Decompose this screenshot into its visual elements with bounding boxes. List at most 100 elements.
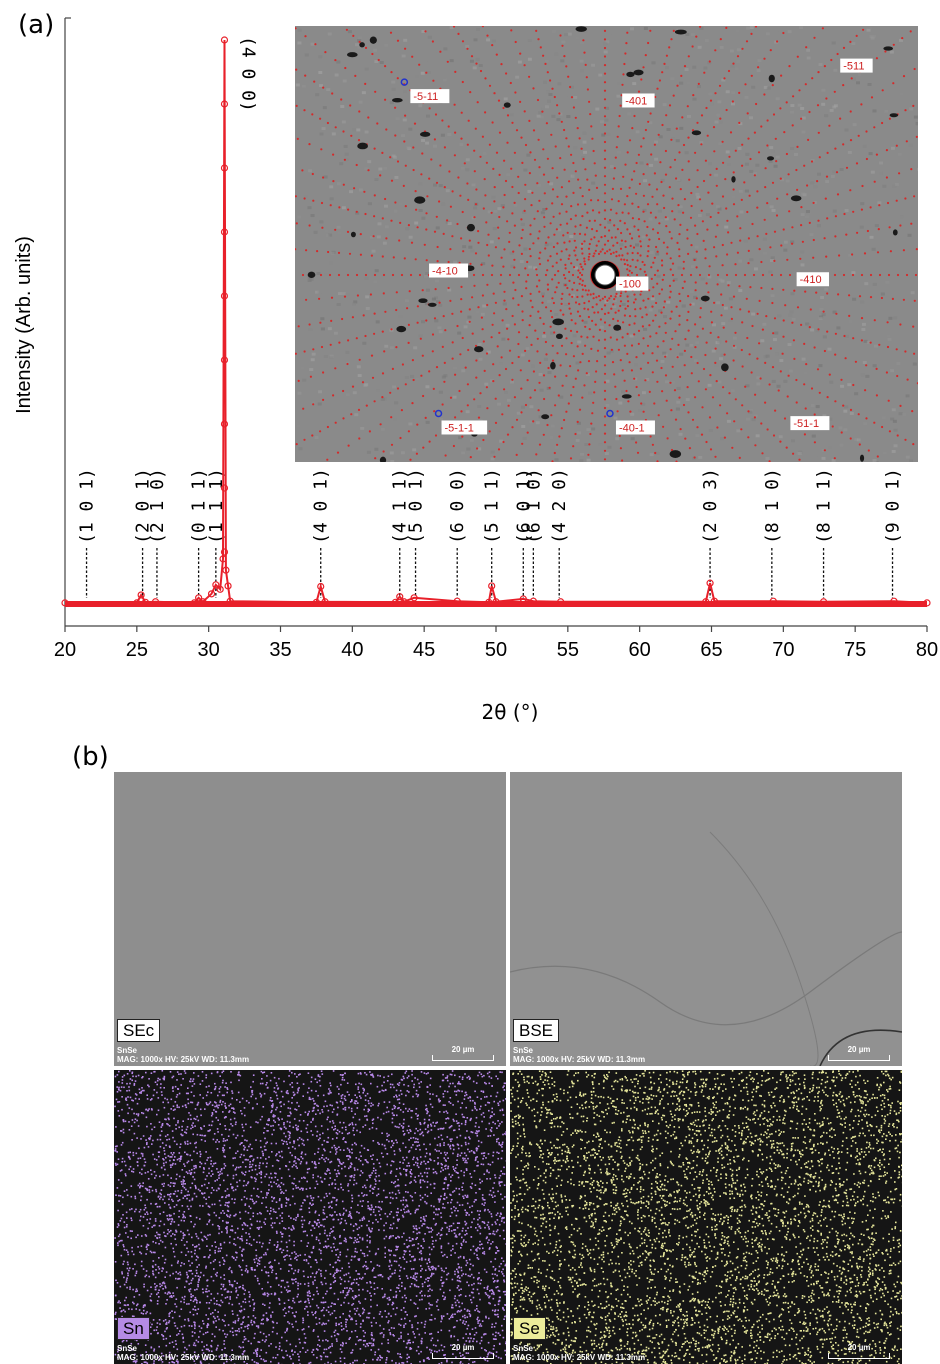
eds-signal-dot xyxy=(150,1212,152,1214)
reflection-dot xyxy=(683,404,685,406)
eds-signal-dot xyxy=(371,1158,373,1160)
sem-tile-tag: SEc xyxy=(117,1019,160,1042)
reflection-dot xyxy=(309,323,311,325)
eds-signal-dot xyxy=(134,1196,136,1198)
reflection-dot xyxy=(791,243,793,245)
eds-signal-dot xyxy=(254,1333,256,1335)
eds-signal-dot xyxy=(294,1351,296,1353)
eds-signal-dot xyxy=(175,1244,177,1246)
reflection-dot xyxy=(604,458,606,460)
reflection-dot xyxy=(539,317,541,319)
reflection-dot xyxy=(553,331,555,333)
reflection-dot xyxy=(690,274,692,276)
reflection-dot xyxy=(499,132,501,134)
reflection-dot xyxy=(571,319,573,321)
eds-signal-dot xyxy=(293,1188,295,1190)
reflection-dot xyxy=(374,194,376,196)
eds-signal-dot xyxy=(348,1338,350,1340)
reflection-dot xyxy=(754,444,756,446)
reflection-dot xyxy=(467,404,469,406)
reflection-dot xyxy=(710,448,712,450)
eds-signal-dot xyxy=(340,1292,342,1294)
eds-signal-dot xyxy=(398,1107,400,1109)
diffraction-spot xyxy=(359,42,365,47)
eds-signal-dot xyxy=(328,1347,330,1349)
reflection-dot xyxy=(596,360,598,362)
reflection-dot xyxy=(797,306,799,308)
eds-signal-dot xyxy=(373,1211,375,1213)
reflection-dot xyxy=(654,274,656,276)
reflection-dot xyxy=(383,292,385,294)
eds-signal-dot xyxy=(312,1118,314,1120)
eds-signal-dot xyxy=(164,1202,166,1204)
eds-signal-dot xyxy=(228,1268,230,1270)
reflection-dot xyxy=(604,450,606,452)
eds-signal-dot xyxy=(192,1080,194,1082)
reflection-dot xyxy=(563,274,565,276)
eds-signal-dot xyxy=(201,1327,203,1329)
eds-signal-dot xyxy=(131,1080,133,1082)
reflection-dot xyxy=(639,240,641,242)
reflection-dot xyxy=(591,228,593,230)
eds-signal-dot xyxy=(186,1198,188,1200)
eds-signal-dot xyxy=(369,1242,371,1244)
reflection-dot xyxy=(547,259,549,261)
eds-signal-dot xyxy=(357,1308,359,1310)
reflection-dot xyxy=(779,107,781,109)
eds-signal-dot xyxy=(334,1277,336,1279)
eds-signal-dot xyxy=(304,1308,306,1310)
reflection-dot xyxy=(903,75,905,77)
eds-signal-dot xyxy=(118,1087,120,1089)
eds-signal-dot xyxy=(237,1135,239,1137)
diffraction-spot xyxy=(467,224,475,231)
reflection-dot xyxy=(892,298,894,300)
eds-signal-dot xyxy=(443,1104,445,1106)
eds-signal-dot xyxy=(183,1183,185,1185)
eds-signal-dot xyxy=(182,1120,184,1122)
eds-signal-dot xyxy=(326,1105,328,1107)
eds-signal-dot xyxy=(265,1254,267,1256)
eds-signal-dot xyxy=(433,1267,435,1269)
eds-signal-dot xyxy=(491,1077,493,1079)
reflection-dot xyxy=(551,316,553,318)
eds-signal-dot xyxy=(224,1242,226,1244)
eds-signal-dot xyxy=(194,1179,196,1181)
reflection-dot xyxy=(613,252,615,254)
reflection-dot xyxy=(556,444,558,446)
reflection-dot xyxy=(479,392,481,394)
eds-signal-dot xyxy=(192,1198,194,1200)
eds-signal-dot xyxy=(494,1174,496,1176)
eds-signal-dot xyxy=(358,1195,360,1197)
eds-signal-dot xyxy=(454,1336,456,1338)
eds-signal-dot xyxy=(154,1089,156,1091)
eds-signal-dot xyxy=(430,1276,432,1278)
eds-signal-dot xyxy=(490,1243,492,1245)
eds-signal-dot xyxy=(505,1343,506,1345)
eds-signal-dot xyxy=(332,1219,334,1221)
reflection-dot xyxy=(511,186,513,188)
eds-signal-dot xyxy=(309,1098,311,1100)
reflection-dot xyxy=(657,346,659,348)
reflection-dot xyxy=(371,255,373,257)
eds-signal-dot xyxy=(281,1252,283,1254)
eds-signal-dot xyxy=(329,1193,331,1195)
eds-signal-dot xyxy=(182,1205,184,1207)
reflection-dot xyxy=(654,144,656,146)
eds-signal-dot xyxy=(379,1359,381,1361)
reflection-dot xyxy=(713,302,715,304)
reflection-dot xyxy=(727,284,729,286)
eds-signal-dot xyxy=(246,1268,248,1270)
reflection-dot xyxy=(890,250,892,252)
reflection-dot xyxy=(561,250,563,252)
reflection-dot xyxy=(864,389,866,391)
eds-signal-dot xyxy=(198,1264,200,1266)
reflection-dot xyxy=(481,317,483,319)
eds-signal-dot xyxy=(251,1320,253,1322)
reflection-dot xyxy=(618,254,620,256)
eds-signal-dot xyxy=(157,1080,159,1082)
eds-signal-dot xyxy=(490,1135,492,1137)
eds-signal-dot xyxy=(370,1105,372,1107)
eds-signal-dot xyxy=(201,1232,203,1234)
reflection-dot xyxy=(604,90,606,92)
reflection-dot xyxy=(382,217,384,219)
